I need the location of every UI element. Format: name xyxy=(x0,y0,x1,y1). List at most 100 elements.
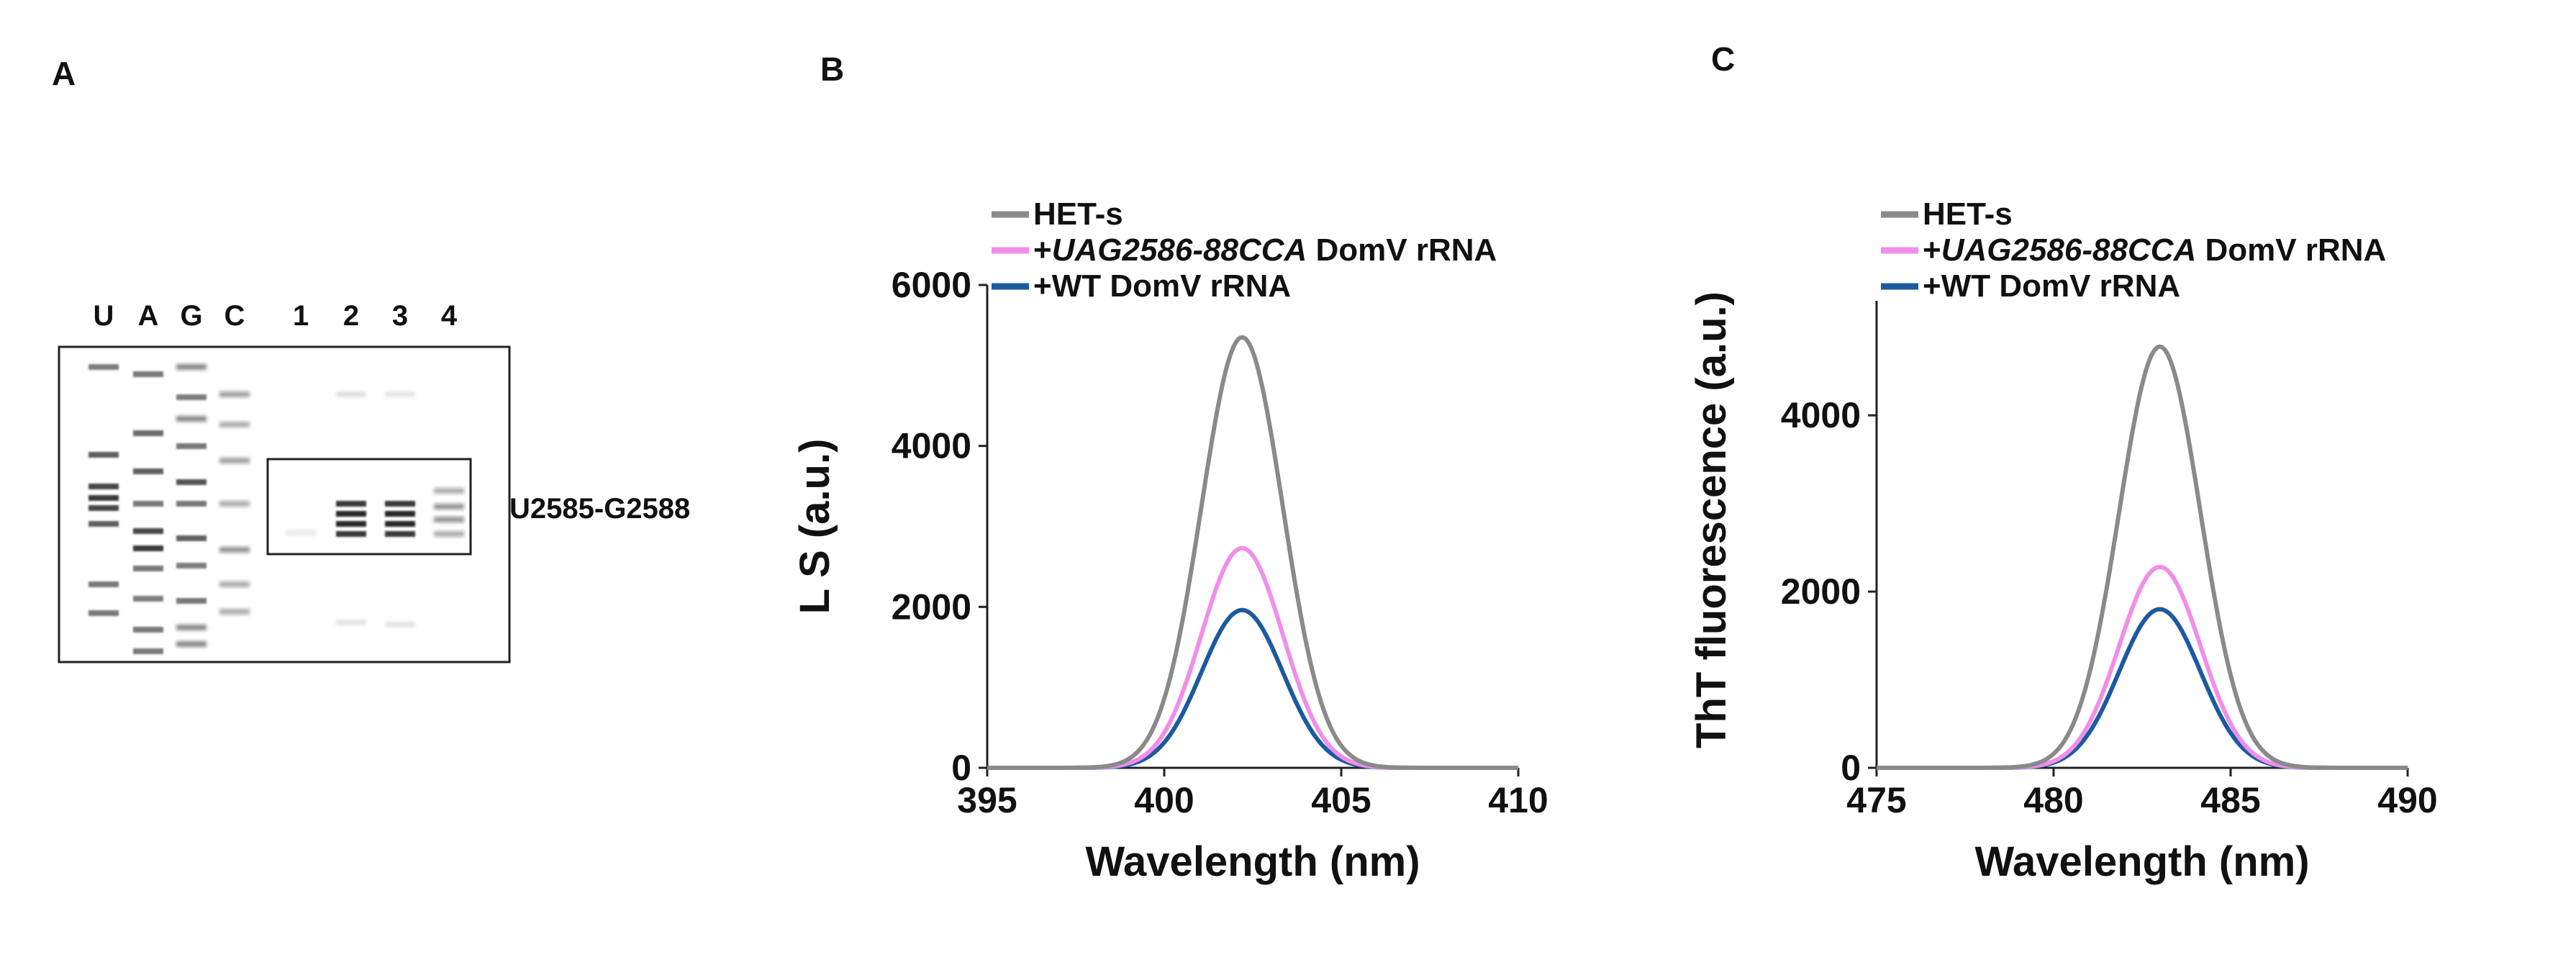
gel-band xyxy=(176,479,207,485)
gel-band xyxy=(176,563,207,568)
legend-entry: HET-s xyxy=(1923,196,2013,232)
y-tick-label: 4000 xyxy=(1781,395,1861,435)
x-tick-label: 405 xyxy=(1311,780,1371,820)
lane-label-2: 2 xyxy=(343,300,359,332)
gel-lane xyxy=(385,391,415,628)
gel-band xyxy=(133,596,163,602)
gel-band xyxy=(133,627,163,633)
x-tick-label: 400 xyxy=(1134,780,1194,820)
x-tick-label: 485 xyxy=(2200,780,2260,820)
gel-band xyxy=(89,495,119,501)
gel-band xyxy=(434,531,464,537)
gel-band xyxy=(133,430,163,436)
gel-lane xyxy=(219,391,250,615)
y-tick-label: 6000 xyxy=(892,265,971,305)
gel-band xyxy=(176,501,207,507)
lane-label-u: U xyxy=(94,300,114,332)
gel-band xyxy=(434,517,464,522)
gel-band xyxy=(176,598,207,604)
gel-band xyxy=(219,581,250,587)
gel-band xyxy=(219,609,250,615)
gel-lane xyxy=(336,391,366,625)
x-tick-label: 395 xyxy=(957,780,1017,820)
x-tick-label: 475 xyxy=(1846,780,1906,820)
gel-band xyxy=(89,364,119,370)
gel-band xyxy=(219,501,250,507)
chart-c: 475 480 485 490 0 2000 4000 Wavelength (nm) ThT … xyxy=(1688,196,2438,885)
gel-band xyxy=(89,521,119,527)
gel-band xyxy=(176,364,207,370)
panel-b-label: B xyxy=(820,50,844,88)
y-tick-label: 0 xyxy=(1841,748,1861,788)
gel-region-box xyxy=(266,458,472,556)
lane-label-3: 3 xyxy=(392,300,408,332)
gel-lane xyxy=(176,364,207,647)
gel-band xyxy=(133,528,163,534)
gel-band xyxy=(176,625,207,630)
gel-band xyxy=(336,521,366,527)
legend-entry: +WT DomV rRNA xyxy=(1033,268,1291,304)
gel-band xyxy=(336,501,366,507)
gel-band xyxy=(286,530,316,535)
gel-band xyxy=(176,641,207,647)
gel-band xyxy=(385,511,415,517)
y-tick-label: 2000 xyxy=(892,586,971,627)
gel-lane xyxy=(89,364,119,616)
gel-band xyxy=(336,531,366,537)
gel-band xyxy=(385,531,415,537)
x-tick-label: 480 xyxy=(2023,780,2083,820)
gel-band xyxy=(89,610,119,616)
y-axis-label: ThT fluorescence (a.u.) xyxy=(1688,291,1735,748)
gel-lane-labels: U A G C 1 2 3 4 xyxy=(94,300,458,332)
lane-label-g: G xyxy=(180,300,202,332)
series-line xyxy=(1876,564,2408,770)
lane-label-c: C xyxy=(225,300,245,332)
gel-band xyxy=(385,622,415,628)
gel-band xyxy=(133,566,163,571)
gel-band xyxy=(133,648,163,654)
y-tick-label: 2000 xyxy=(1781,571,1861,612)
gel-band xyxy=(133,468,163,474)
gel-band xyxy=(176,443,207,449)
panel-b: B xyxy=(820,50,844,88)
gel-band xyxy=(89,505,119,511)
gel-band xyxy=(89,452,119,458)
legend-entry: HET-s xyxy=(1033,196,1123,232)
gel-band xyxy=(219,547,250,553)
gel-region-label: U2585-G2588 xyxy=(509,493,690,525)
panel-a: A U A G C 1 2 3 4 U2585-G2588 xyxy=(52,55,690,663)
series-line xyxy=(987,335,1519,770)
gel-band xyxy=(336,511,366,517)
legend-entry: +UAG2586-88CCA DomV rRNA xyxy=(1923,232,2386,268)
panel-a-label: A xyxy=(52,55,76,92)
gel-band xyxy=(89,484,119,489)
gel-band xyxy=(434,504,464,509)
panel-c-label: C xyxy=(1711,40,1735,78)
gel-band xyxy=(385,391,415,397)
gel-bands xyxy=(89,364,464,654)
series-line xyxy=(987,545,1519,770)
gel-band xyxy=(176,416,207,422)
lane-label-1: 1 xyxy=(293,300,309,332)
gel-band xyxy=(133,371,163,377)
series-line xyxy=(1876,344,2408,770)
gel-band xyxy=(336,391,366,397)
gel-band xyxy=(176,394,207,400)
gel-band xyxy=(133,501,163,507)
gel-band xyxy=(219,391,250,397)
y-tick-label: 0 xyxy=(951,748,971,788)
y-axis-label: L S (a.u.) xyxy=(792,439,838,615)
series-line xyxy=(1876,607,2408,770)
gel-band xyxy=(385,501,415,507)
panel-c: C xyxy=(1711,40,1735,78)
gel-lane xyxy=(133,371,163,654)
gel-band xyxy=(89,581,119,587)
chart-b: 395 400 405 410 0 2000 4000 6000 Wavelength (nm)… xyxy=(792,196,1548,885)
lane-label-4: 4 xyxy=(441,300,458,332)
gel-band xyxy=(434,488,464,494)
gel-band xyxy=(133,545,163,551)
gel-frame xyxy=(58,345,511,663)
legend-entry: +WT DomV rRNA xyxy=(1923,268,2180,304)
